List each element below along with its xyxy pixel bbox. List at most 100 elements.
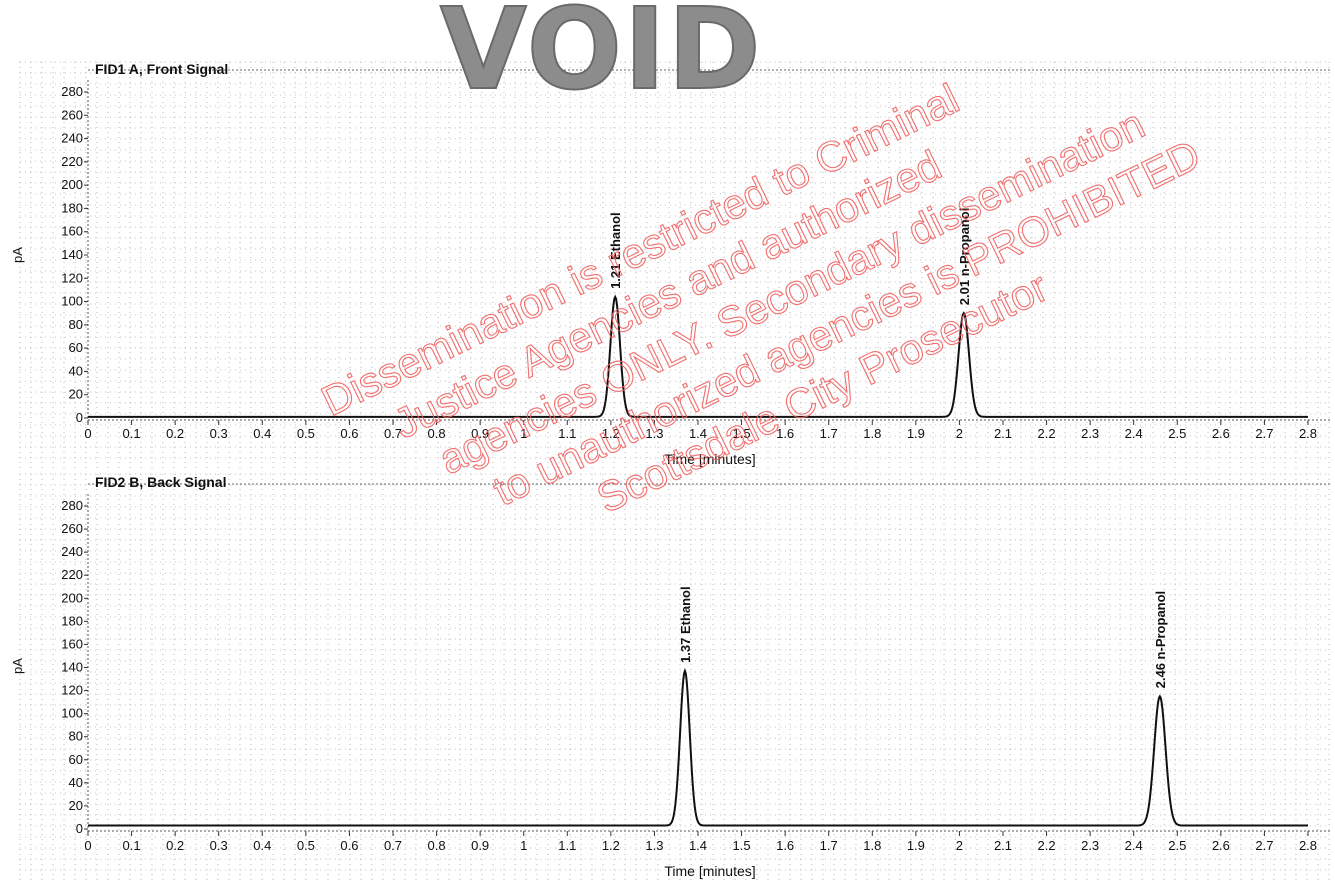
y-tick-label: 20 xyxy=(69,387,83,402)
x-tick-label: 0.5 xyxy=(297,426,315,441)
y-tick-label: 80 xyxy=(69,317,83,332)
x-tick-label: 2.6 xyxy=(1212,426,1230,441)
x-tick-label: 1.5 xyxy=(733,838,751,853)
y-tick-label: 160 xyxy=(61,636,83,651)
x-tick-label: 1.2 xyxy=(602,426,620,441)
y-tick-label: 100 xyxy=(61,294,83,309)
y-tick-label: 120 xyxy=(61,270,83,285)
x-tick-label: 0.2 xyxy=(166,838,184,853)
x-tick-label: 0.6 xyxy=(340,838,358,853)
y-tick-label: 20 xyxy=(69,798,83,813)
axes-back: 0204060801001201401601802002202402602800… xyxy=(61,494,1330,853)
grid-back xyxy=(19,473,1330,880)
x-tick-label: 0.5 xyxy=(297,838,315,853)
x-tick-label: 1.4 xyxy=(689,426,707,441)
x-tick-label: 1.2 xyxy=(602,838,620,853)
grid-front xyxy=(19,61,1330,468)
x-tick-label: 2.3 xyxy=(1081,426,1099,441)
x-tick-label: 1.1 xyxy=(558,838,576,853)
x-tick-label: 2.7 xyxy=(1255,838,1273,853)
x-tick-label: 2.8 xyxy=(1299,838,1317,853)
y-tick-label: 280 xyxy=(61,498,83,513)
x-tick-label: 2.4 xyxy=(1125,426,1143,441)
x-tick-label: 0.1 xyxy=(123,838,141,853)
panel-title-front: FID1 A, Front Signal xyxy=(95,61,228,77)
y-tick-label: 200 xyxy=(61,177,83,192)
y-tick-label: 140 xyxy=(61,660,83,675)
peak-label: 1.21 Ethanol xyxy=(608,212,623,289)
signal-trace-line xyxy=(88,667,1308,827)
trace-front: 1.21 Ethanol 2.01 n-Propanol xyxy=(88,208,1308,418)
x-tick-label: 2.4 xyxy=(1125,838,1143,853)
x-axis-label-back: Time [minutes] xyxy=(664,863,755,879)
x-tick-label: 1.8 xyxy=(863,838,881,853)
y-tick-label: 280 xyxy=(61,84,83,99)
x-tick-label: 2.1 xyxy=(994,426,1012,441)
y-tick-label: 80 xyxy=(69,729,83,744)
y-tick-label: 40 xyxy=(69,775,83,790)
void-stamp: VOID xyxy=(440,0,763,115)
x-tick-label: 2.7 xyxy=(1255,426,1273,441)
x-tick-label: 0.3 xyxy=(210,838,228,853)
x-tick-label: 2.2 xyxy=(1038,838,1056,853)
x-tick-label: 1.5 xyxy=(733,426,751,441)
signal-trace-line xyxy=(88,294,1308,418)
y-tick-label: 160 xyxy=(61,224,83,239)
x-tick-label: 1.7 xyxy=(820,426,838,441)
x-tick-label: 0.9 xyxy=(471,838,489,853)
y-axis-label-back: pA xyxy=(10,658,25,674)
x-tick-label: 0.3 xyxy=(210,426,228,441)
y-tick-label: 220 xyxy=(61,154,83,169)
peak-label: 1.37 Ethanol xyxy=(678,586,693,663)
axes-front: 0204060801001201401601802002202402602800… xyxy=(61,80,1330,441)
x-tick-label: 1.4 xyxy=(689,838,707,853)
y-tick-label: 100 xyxy=(61,706,83,721)
x-tick-label: 0.4 xyxy=(253,426,271,441)
y-tick-label: 140 xyxy=(61,247,83,262)
x-tick-label: 2.6 xyxy=(1212,838,1230,853)
x-tick-label: 0.7 xyxy=(384,838,402,853)
y-tick-label: 120 xyxy=(61,683,83,698)
x-tick-label: 1 xyxy=(520,426,527,441)
chart-panel-front-signal: FID1 A, Front Signal pA 0204060801001201… xyxy=(10,61,1330,468)
x-tick-label: 2.8 xyxy=(1299,426,1317,441)
y-tick-label: 260 xyxy=(61,107,83,122)
x-tick-label: 1.1 xyxy=(558,426,576,441)
x-tick-label: 0.8 xyxy=(428,426,446,441)
y-tick-label: 260 xyxy=(61,521,83,536)
trace-back: 1.37 Ethanol 2.46 n-Propanol xyxy=(88,586,1308,827)
x-tick-label: 0.6 xyxy=(340,426,358,441)
peak-apex-marker xyxy=(962,312,965,315)
y-tick-label: 60 xyxy=(69,752,83,767)
x-tick-label: 2.5 xyxy=(1168,426,1186,441)
x-tick-label: 2.5 xyxy=(1168,838,1186,853)
x-tick-label: 2 xyxy=(956,838,963,853)
x-tick-label: 0.8 xyxy=(428,838,446,853)
x-tick-label: 0 xyxy=(84,426,91,441)
chart-panel-back-signal: FID2 B, Back Signal pA 02040608010012014… xyxy=(10,473,1330,880)
y-tick-label: 0 xyxy=(76,821,83,836)
x-tick-label: 2 xyxy=(956,426,963,441)
y-tick-label: 180 xyxy=(61,200,83,215)
x-tick-label: 1.3 xyxy=(645,838,663,853)
peak-apex-marker xyxy=(684,670,686,672)
x-tick-label: 2.2 xyxy=(1038,426,1056,441)
peak-apex-marker xyxy=(1159,695,1161,698)
x-tick-label: 2.1 xyxy=(994,838,1012,853)
x-tick-label: 0.4 xyxy=(253,838,271,853)
x-tick-label: 1.9 xyxy=(907,426,925,441)
x-tick-label: 0 xyxy=(84,838,91,853)
x-tick-label: 1.8 xyxy=(863,426,881,441)
y-tick-label: 40 xyxy=(69,363,83,378)
y-tick-label: 220 xyxy=(61,567,83,582)
x-tick-label: 1.6 xyxy=(776,426,794,441)
peak-apex-marker xyxy=(614,296,617,298)
panel-title-back: FID2 B, Back Signal xyxy=(95,474,226,490)
y-axis-label-front: pA xyxy=(10,247,25,263)
x-tick-label: 0.9 xyxy=(471,426,489,441)
x-tick-label: 0.1 xyxy=(123,426,141,441)
x-tick-label: 1.7 xyxy=(820,838,838,853)
x-tick-label: 0.2 xyxy=(166,426,184,441)
y-tick-label: 0 xyxy=(76,410,83,425)
